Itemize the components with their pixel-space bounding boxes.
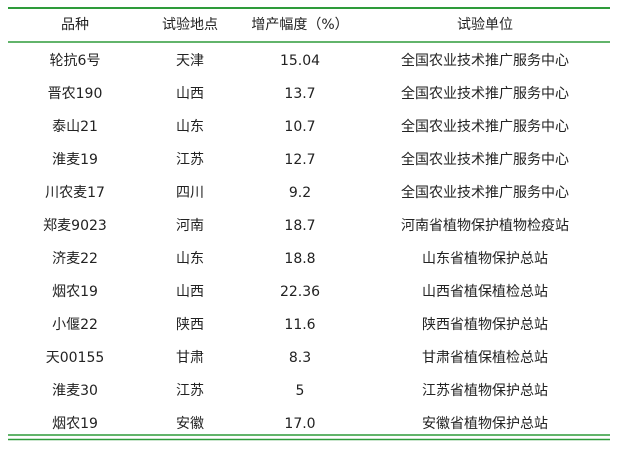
cell: 17.0 (284, 416, 315, 432)
cell: 河南 (176, 218, 204, 234)
cell: 烟农19 (52, 284, 98, 300)
cell: 江苏省植物保护总站 (422, 383, 548, 399)
cell: 5 (296, 383, 305, 399)
cell: 天津 (176, 53, 204, 69)
cell: 河南省植物保护植物检疫站 (401, 218, 569, 234)
cell: 小偃22 (52, 316, 98, 333)
cell: 18.7 (284, 218, 315, 234)
cell: 15.04 (280, 53, 320, 69)
cell: 全国农业技术推广服务中心 (401, 118, 569, 135)
cell: 全国农业技术推广服务中心 (401, 151, 569, 168)
cell: 烟农19 (52, 416, 98, 432)
cell: 山西 (176, 86, 204, 102)
cell: 轮抗6号 (50, 53, 101, 69)
cell: 22.36 (280, 284, 320, 300)
cell: 安徽 (176, 416, 204, 432)
cell: 郑麦9023 (43, 218, 107, 234)
cell: 11.6 (284, 317, 315, 333)
header-cell: 试验地点 (162, 17, 218, 33)
cell: 全国农业技术推广服务中心 (401, 184, 569, 201)
cell: 山东 (176, 251, 204, 267)
cell: 陕西 (176, 317, 204, 333)
cell: 甘肃省植保植检总站 (422, 350, 548, 366)
cell: 12.7 (284, 152, 315, 168)
cell: 陕西省植物保护总站 (422, 317, 548, 333)
cell: 四川 (176, 185, 204, 201)
header-cell: 品种 (61, 17, 89, 33)
cell: 天00155 (46, 350, 105, 366)
cell: 江苏 (176, 152, 204, 168)
cell: 全国农业技术推广服务中心 (401, 85, 569, 102)
cell: 江苏 (176, 383, 204, 399)
cell: 晋农190 (48, 86, 103, 102)
cell: 全国农业技术推广服务中心 (401, 52, 569, 69)
cell: 川农麦17 (45, 185, 105, 201)
cell: 泰山21 (52, 119, 98, 135)
cell: 9.2 (289, 185, 311, 201)
cell: 淮麦19 (52, 152, 98, 168)
header-cell: 增产幅度（%） (251, 17, 348, 33)
cell: 山东 (176, 119, 204, 135)
cell: 10.7 (284, 119, 315, 135)
header-cell: 试验单位 (457, 17, 513, 33)
cell: 山西 (176, 284, 204, 300)
cell: 济麦22 (52, 251, 98, 267)
cell: 山东省植物保护总站 (422, 251, 548, 267)
cell: 18.8 (284, 251, 315, 267)
cell: 甘肃 (176, 350, 204, 366)
cell: 山西省植保植检总站 (422, 284, 548, 300)
cell: 13.7 (284, 86, 315, 102)
cell: 8.3 (289, 350, 311, 366)
cell: 安徽省植物保护总站 (422, 416, 548, 432)
cell: 淮麦30 (52, 383, 98, 399)
